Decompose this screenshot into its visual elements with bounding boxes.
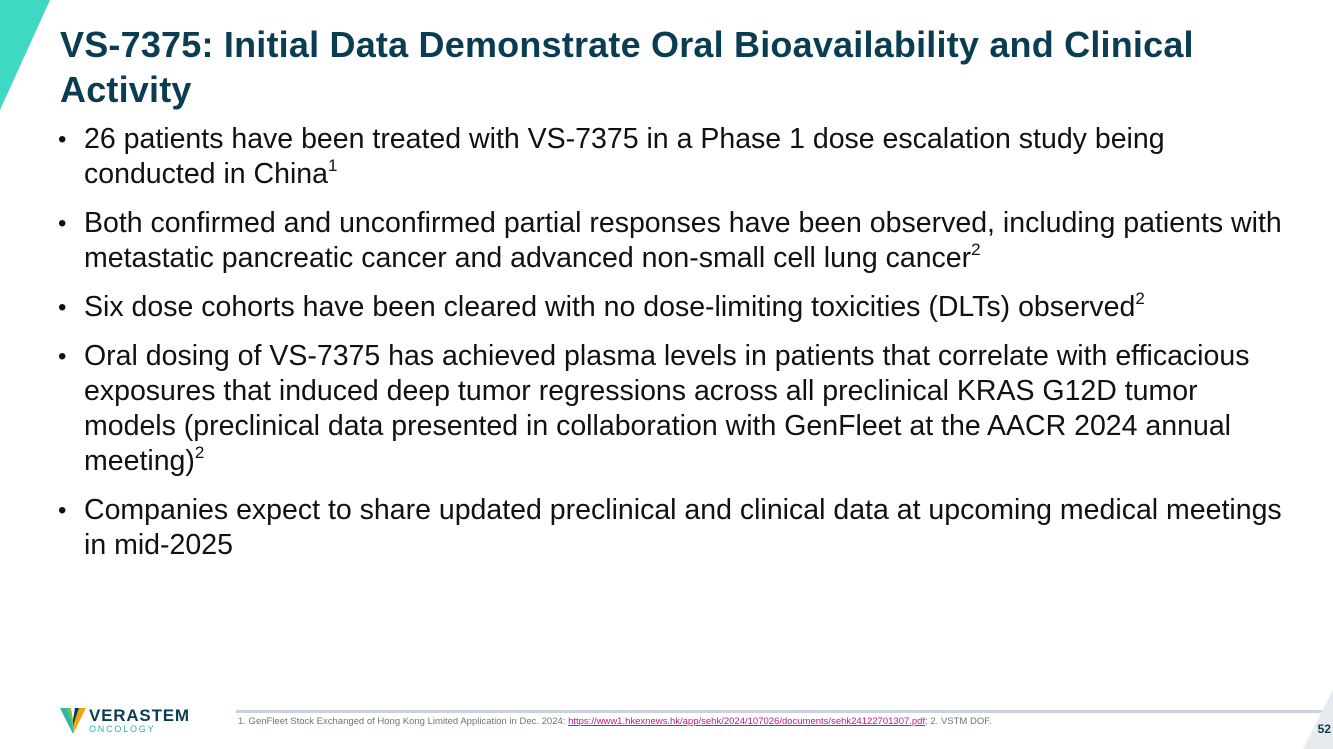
footnote-text-end: ; 2. VSTM DOF. xyxy=(925,716,992,727)
bullet-item: • 26 patients have been treated with VS-7… xyxy=(58,122,1288,192)
verastem-logo: VERASTEM ONCOLOGY xyxy=(60,706,190,734)
bullet-text: Companies expect to share updated precli… xyxy=(84,494,1282,561)
logo-name: VERASTEM xyxy=(89,705,190,725)
bullet-text: Both confirmed and unconfirmed partial r… xyxy=(84,207,1282,274)
footnote-ref: 2 xyxy=(194,442,205,462)
footnote-ref: 2 xyxy=(1135,288,1145,308)
bullet-icon: • xyxy=(58,210,67,237)
bullet-list: • 26 patients have been treated with VS-7… xyxy=(58,122,1288,577)
slide-title: VS-7375: Initial Data Demonstrate Oral B… xyxy=(60,24,1194,110)
logo-wordmark: VERASTEM ONCOLOGY xyxy=(89,707,190,734)
bullet-item: • Six dose cohorts have been cleared with… xyxy=(58,290,1288,325)
bullet-icon: • xyxy=(58,497,67,524)
bullet-item: • Companies expect to share updated precl… xyxy=(58,493,1288,563)
footnote-ref: 1 xyxy=(328,155,338,175)
corner-accent-shape xyxy=(0,0,50,110)
bullet-text: Six dose cohorts have been cleared with … xyxy=(84,291,1136,323)
bullet-item: • Both confirmed and unconfirmed partial … xyxy=(58,206,1288,276)
bullet-item: • Oral dosing of VS-7375 has achieved pla… xyxy=(58,339,1288,479)
source-link[interactable]: https://www1.hkexnews.hk/app/sehk/2024/1… xyxy=(568,716,926,727)
footnote: 1. GenFleet Stock Exchanged of Hong Kong… xyxy=(238,716,992,727)
bullet-text: Oral dosing of VS-7375 has achieved plas… xyxy=(84,340,1250,477)
page-corner-shape xyxy=(1303,689,1333,749)
verastem-v-icon xyxy=(60,708,86,734)
logo-subtitle: ONCOLOGY xyxy=(89,723,156,734)
bullet-icon: • xyxy=(58,126,67,153)
bullet-text: 26 patients have been treated with VS-73… xyxy=(84,123,1165,190)
footnote-ref: 2 xyxy=(971,239,981,259)
footer-divider xyxy=(236,710,1326,713)
bullet-icon: • xyxy=(58,343,67,370)
page-number: 52 xyxy=(1317,722,1331,736)
footnote-text: 1. GenFleet Stock Exchanged of Hong Kong… xyxy=(238,716,569,727)
bullet-icon: • xyxy=(58,294,67,321)
